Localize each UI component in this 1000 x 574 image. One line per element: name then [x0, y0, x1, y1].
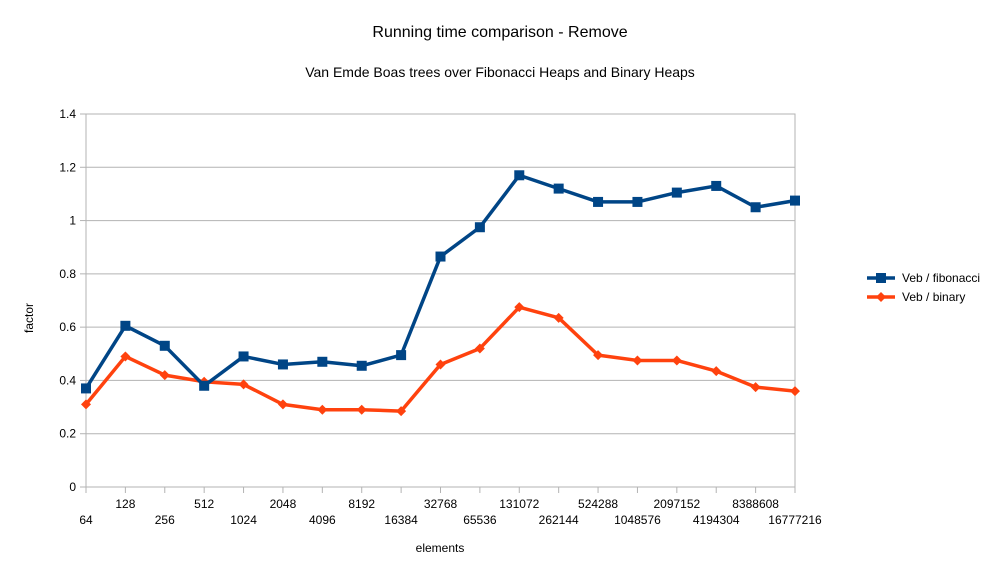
data-point	[671, 187, 682, 198]
legend-entry: Veb / fibonacci	[902, 271, 980, 285]
data-point	[396, 406, 407, 417]
y-axis-label: factor	[22, 303, 36, 333]
data-point	[356, 404, 367, 415]
data-point	[356, 360, 367, 371]
x-tick-label: 32768	[424, 497, 458, 511]
x-tick-label: 64	[79, 513, 93, 527]
series-line	[84, 305, 796, 413]
data-point	[238, 379, 249, 390]
plot-frame	[85, 113, 796, 488]
y-tick-label: 0.6	[59, 320, 76, 334]
legend: Veb / fibonacci Veb / binary	[867, 271, 980, 304]
grid-lines	[80, 113, 795, 488]
y-tick-label: 1.4	[59, 107, 76, 121]
data-point	[711, 180, 722, 191]
chart-title: Running time comparison - Remove	[372, 24, 627, 41]
x-tick-label: 262144	[539, 513, 579, 527]
series-0	[81, 170, 800, 394]
data-point	[671, 355, 682, 366]
data-point	[238, 351, 249, 362]
x-tick-label: 512	[194, 497, 214, 511]
data-point	[790, 386, 800, 397]
y-tick-label: 1.2	[59, 160, 76, 174]
x-tick-label: 8388608	[732, 497, 779, 511]
data-point	[750, 382, 761, 393]
series-lines	[81, 170, 800, 417]
data-point	[435, 359, 446, 370]
data-point	[199, 380, 210, 391]
data-point	[159, 340, 170, 351]
series-1	[81, 302, 800, 417]
y-tick-label: 0.4	[59, 373, 76, 387]
data-point	[277, 359, 288, 370]
y-tick-label: 0.8	[59, 267, 76, 281]
x-tick-label: 4194304	[693, 513, 740, 527]
legend-marker	[876, 292, 886, 302]
data-point	[593, 196, 604, 207]
x-tick-label: 8192	[348, 497, 375, 511]
legend-entry: Veb / binary	[902, 290, 965, 304]
data-point	[474, 343, 485, 354]
x-tick-label: 16777216	[768, 513, 822, 527]
data-point	[81, 399, 91, 410]
series-line	[84, 173, 796, 390]
data-point	[553, 183, 564, 194]
x-tick-label: 1048576	[614, 513, 661, 527]
x-tick-label: 1024	[230, 513, 257, 527]
data-point	[277, 399, 288, 410]
x-tick-label: 4096	[309, 513, 336, 527]
axes	[85, 113, 796, 488]
data-point	[514, 170, 525, 181]
data-point	[593, 350, 604, 361]
x-tick-label: 131072	[499, 497, 539, 511]
y-tick-label: 0.2	[59, 427, 76, 441]
data-point	[474, 222, 485, 233]
data-point	[435, 251, 446, 262]
x-tick-labels: 64 128 256 512 1024 2048 4096 8192 16384 32768 655…	[79, 487, 822, 527]
data-point	[553, 312, 564, 323]
y-tick-labels: 0 0.2 0.4 0.6 0.8 1 1.2 1.4	[59, 107, 76, 494]
legend-marker	[876, 273, 886, 283]
x-tick-label: 256	[155, 513, 175, 527]
x-tick-label: 2097152	[653, 497, 700, 511]
data-point	[81, 383, 91, 394]
chart-subtitle: Van Emde Boas trees over Fibonacci Heaps…	[305, 64, 695, 80]
x-tick-label: 65536	[463, 513, 497, 527]
data-point	[396, 350, 407, 361]
data-point	[514, 302, 525, 313]
data-point	[120, 351, 131, 362]
x-tick-label: 524288	[578, 497, 618, 511]
y-tick-label: 1	[69, 214, 76, 228]
x-tick-label: 2048	[270, 497, 297, 511]
data-point	[159, 370, 170, 381]
data-point	[790, 195, 800, 206]
data-point	[317, 404, 328, 415]
data-point	[711, 366, 722, 377]
data-point	[632, 196, 643, 207]
data-point	[120, 320, 131, 331]
data-point	[632, 355, 643, 366]
x-tick-label: 128	[115, 497, 135, 511]
data-point	[317, 356, 328, 367]
x-axis-label: elements	[416, 541, 465, 555]
x-tick-label: 16384	[384, 513, 418, 527]
y-tick-label: 0	[69, 480, 76, 494]
data-point	[750, 202, 761, 213]
